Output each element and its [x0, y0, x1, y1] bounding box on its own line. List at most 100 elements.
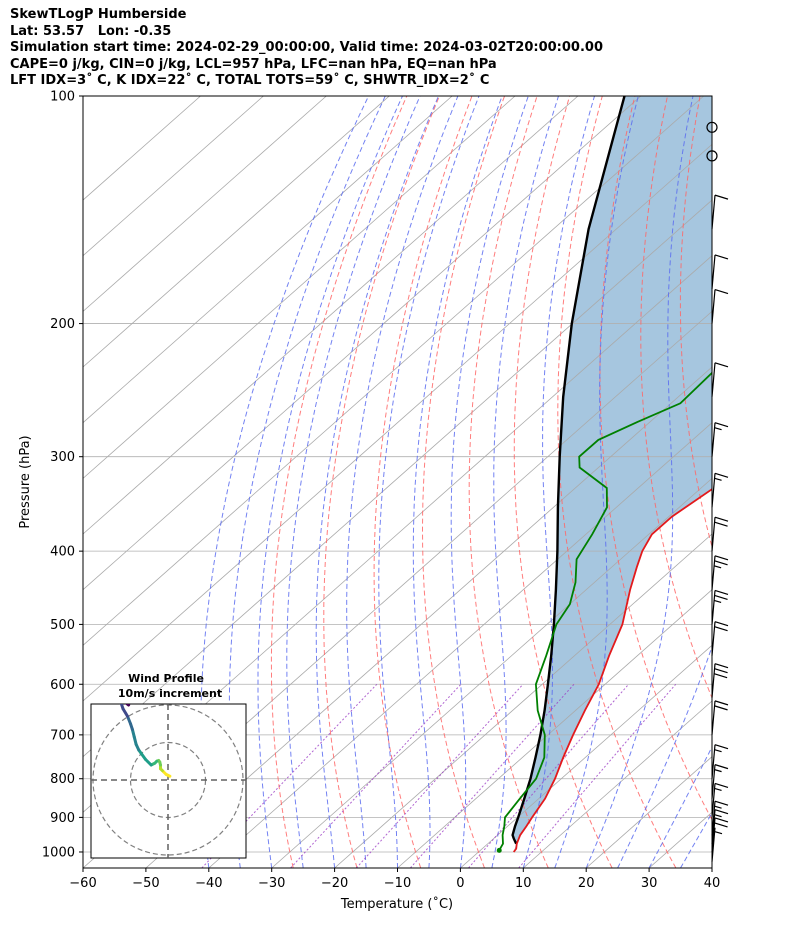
hodograph-panel: Wind Profile 10m/s increment — [90, 672, 247, 859]
barb-flag — [714, 472, 729, 478]
wind-barb — [711, 589, 729, 625]
barb-half-flag — [714, 427, 722, 431]
wind-barb — [711, 422, 729, 457]
chart-title: SkewTLogP Humberside — [10, 7, 187, 22]
dry-adiabat-line — [422, 96, 506, 868]
dry-adiabat-line — [557, 96, 677, 868]
isotherm-line — [83, 143, 712, 702]
y-tick-label: 100 — [50, 90, 75, 105]
parcel-indices-text: CAPE=0 j/kg, CIN=0 j/kg, LCL=957 hPa, LF… — [10, 56, 497, 72]
barb-half-flag — [714, 477, 722, 481]
chart-header: SkewTLogP Humberside Lat: 53.57 Lon: -0.… — [10, 7, 603, 90]
dry-adiabats — [270, 96, 794, 868]
barb-flag — [714, 700, 729, 706]
dry-adiabat-line — [373, 96, 473, 868]
isotherm-line — [145, 366, 712, 868]
barb-flag — [714, 254, 729, 260]
mixing-ratio-line — [290, 683, 462, 868]
barb-flag — [714, 516, 729, 522]
isotherm-line — [397, 589, 712, 868]
surface-dewpoint-marker — [496, 847, 502, 853]
barb-flag — [714, 626, 728, 632]
moist-adiabat-line — [228, 96, 386, 868]
x-tick-label: −60 — [69, 876, 96, 891]
isotherm-line — [83, 96, 453, 424]
barb-half-flag — [714, 805, 722, 809]
isotherm-line — [271, 477, 712, 868]
cape-area — [512, 96, 712, 852]
x-tick-label: −30 — [258, 876, 285, 891]
x-axis-ticks: −60 −50 −40 −30 −20 −10 0 10 20 30 40 — [69, 868, 720, 891]
mixing-ratio-line — [355, 683, 524, 868]
mixing-ratio-line — [468, 683, 629, 868]
barb-flag — [714, 663, 729, 669]
x-tick-label: 20 — [578, 876, 595, 891]
moist-adiabat-line — [711, 866, 712, 868]
barb-half-flag — [714, 787, 722, 791]
barb-flag — [714, 594, 728, 600]
barb-flag — [714, 422, 729, 428]
dry-adiabat-line — [679, 96, 712, 549]
y-axis-label: Pressure (hPa) — [18, 435, 33, 528]
x-tick-label: 40 — [704, 876, 721, 891]
barb-flag — [714, 288, 729, 295]
barb-flag — [714, 621, 729, 627]
barb-flag — [714, 668, 728, 674]
wind-barb — [711, 700, 729, 735]
isotherm-line — [711, 867, 712, 868]
isotherm-line — [83, 96, 579, 535]
isotherm-line — [83, 96, 327, 312]
y-tick-label: 900 — [50, 811, 75, 826]
barb-flag — [714, 809, 729, 815]
moist-adiabat-line — [648, 745, 712, 868]
moist-adiabat-line — [315, 96, 439, 868]
wind-barb — [711, 472, 729, 508]
hodograph-subtitle: 10m/s increment — [118, 687, 222, 700]
location-text: Lat: 53.57 Lon: -0.35 — [10, 23, 172, 39]
moist-adiabat-line — [617, 644, 712, 868]
time-text: Simulation start time: 2024-02-29_00:00:… — [10, 40, 603, 55]
dry-adiabat-line — [719, 96, 794, 868]
barb-flag — [714, 744, 729, 750]
isotherms — [83, 96, 712, 868]
isotherm-line — [523, 700, 712, 868]
isotherm-line — [83, 96, 705, 646]
hodograph-title: Wind Profile — [128, 672, 204, 685]
wind-barb — [711, 555, 729, 590]
barb-flag — [714, 362, 729, 368]
dry-adiabat-line — [468, 96, 549, 868]
y-tick-label: 1000 — [42, 845, 75, 860]
wind-barb — [711, 254, 729, 290]
barb-flag — [714, 589, 729, 595]
isotherm-line — [83, 96, 642, 591]
x-tick-label: −50 — [132, 876, 159, 891]
dry-adiabat-line — [756, 96, 794, 868]
barb-half-flag — [713, 565, 722, 569]
barb-flag — [714, 822, 728, 828]
moist-adiabat-line — [522, 96, 595, 868]
y-tick-label: 800 — [50, 772, 75, 787]
barb-flag — [714, 194, 729, 200]
x-tick-label: 0 — [456, 876, 464, 891]
hodograph-plot — [91, 704, 246, 858]
hodograph-trace-segment — [124, 704, 131, 707]
dry-adiabat-line — [513, 96, 613, 868]
hodograph-trace-segment — [137, 748, 147, 761]
barb-half-flag — [714, 831, 723, 835]
isotherm-line — [334, 533, 712, 868]
barb-flag — [714, 764, 729, 770]
barb-half-flag — [713, 599, 722, 603]
profiles — [496, 96, 712, 853]
dry-adiabat-line — [599, 96, 712, 821]
barb-flag — [713, 673, 728, 679]
barb-half-flag — [714, 749, 722, 753]
temperature-profile-line — [512, 488, 712, 853]
x-tick-label: −20 — [321, 876, 348, 891]
y-axis-ticks: 100 200 300 400 500 600 700 800 900 1000 — [42, 90, 83, 860]
cape-shading — [512, 96, 712, 852]
wind-barb — [711, 362, 729, 397]
barb-flag — [714, 705, 728, 711]
y-tick-label: 600 — [50, 678, 75, 693]
barb-flag — [714, 555, 729, 561]
